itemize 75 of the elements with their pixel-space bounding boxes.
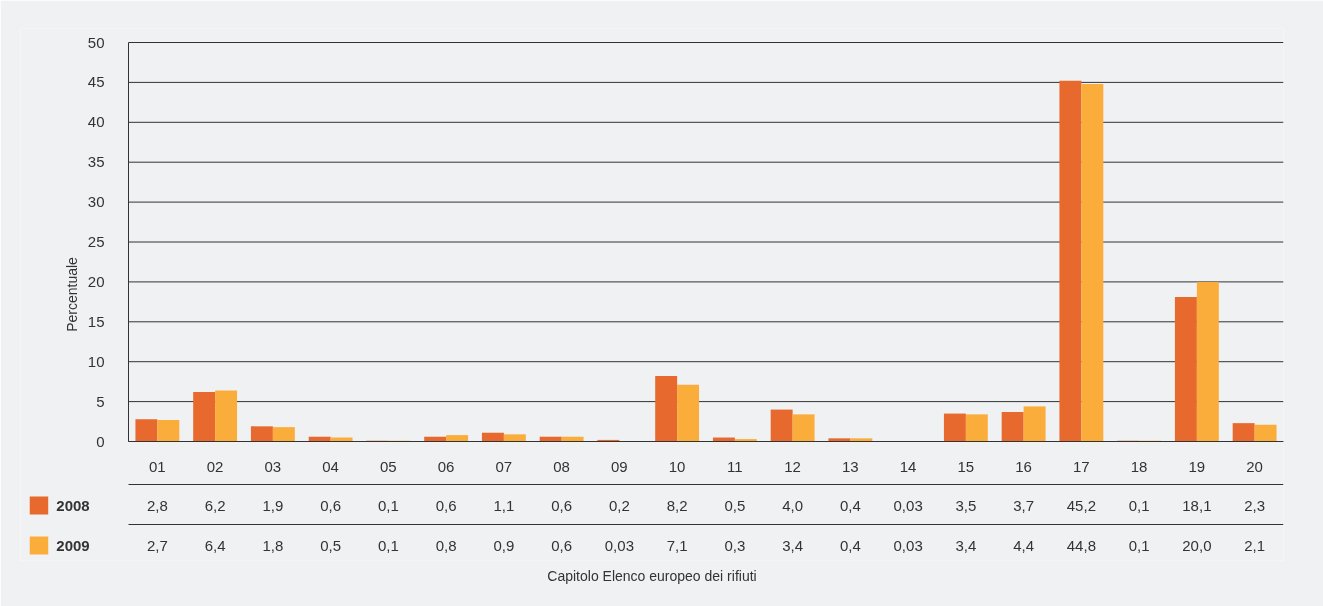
data-label: 0,8 — [435, 536, 457, 554]
data-label: 3,7 — [1013, 496, 1035, 514]
data-label: 2,1 — [1244, 536, 1266, 554]
data-label: 0,5 — [320, 536, 342, 554]
x-tick-label: 02 — [206, 457, 224, 475]
y-tick-label: 35 — [87, 153, 105, 171]
y-tick-label: 15 — [87, 312, 105, 330]
y-tick-label: 30 — [87, 193, 105, 211]
data-label: 0,03 — [893, 496, 923, 514]
y-tick-label: 50 — [87, 33, 105, 51]
data-label: 4,0 — [782, 496, 804, 514]
data-label: 20,0 — [1182, 536, 1212, 554]
x-tick-label: 11 — [727, 457, 743, 475]
y-axis-title: Percentuale — [63, 256, 80, 332]
legend-label: 2008 — [56, 496, 90, 514]
x-tick-label: 15 — [957, 457, 975, 475]
data-label: 0,03 — [604, 536, 634, 554]
data-label: 0,6 — [320, 496, 342, 514]
data-label: 3,4 — [782, 536, 804, 554]
y-tick-label: 25 — [87, 233, 105, 250]
data-label: 3,5 — [955, 496, 977, 514]
x-tick-label: 01 — [149, 457, 166, 475]
data-label: 0,1 — [377, 536, 399, 554]
data-label: 0,6 — [551, 536, 573, 554]
data-label: 44,8 — [1066, 536, 1096, 554]
data-label: 2,3 — [1244, 496, 1266, 514]
x-tick-label: 07 — [495, 457, 513, 475]
x-tick-label: 16 — [1015, 457, 1032, 475]
data-label: 8,2 — [666, 496, 688, 514]
data-label: 7,1 — [666, 536, 688, 554]
x-tick-label: 04 — [322, 457, 339, 475]
data-label: 0,3 — [724, 536, 746, 554]
y-tick-label: 10 — [87, 352, 105, 370]
data-label: 2,8 — [146, 496, 168, 514]
x-tick-label: 17 — [1073, 457, 1090, 475]
data-label: 0,4 — [839, 536, 861, 554]
x-tick-label: 08 — [553, 457, 570, 475]
y-tick-label: 20 — [87, 272, 105, 290]
data-label: 0,6 — [435, 496, 457, 514]
legend-label: 2009 — [56, 536, 90, 554]
data-label: 1,8 — [262, 536, 284, 554]
x-tick-label: 03 — [264, 457, 282, 475]
data-label: 0,6 — [551, 496, 573, 514]
data-label: 0,5 — [724, 496, 746, 514]
x-tick-label: 14 — [899, 457, 917, 475]
data-label: 45,2 — [1066, 496, 1096, 514]
y-tick-label: 40 — [87, 113, 105, 131]
data-label: 0,03 — [893, 536, 923, 554]
x-tick-label: 20 — [1246, 457, 1263, 475]
data-label: 4,4 — [1013, 536, 1035, 554]
data-label: 0,9 — [493, 536, 515, 554]
data-label: 0,1 — [1128, 496, 1150, 514]
x-tick-label: 09 — [611, 457, 628, 475]
text: Capitolo Elenco europeo dei rifiuti — [547, 567, 757, 584]
x-tick-label: 19 — [1188, 457, 1206, 475]
data-label: 2,7 — [146, 536, 168, 554]
x-tick-label: 10 — [668, 457, 686, 475]
data-label: 0,4 — [839, 496, 861, 514]
data-label: 3,4 — [955, 536, 977, 554]
y-tick-label: 0 — [96, 432, 105, 450]
data-label: 0,1 — [1128, 536, 1150, 554]
x-tick-label: 05 — [380, 457, 397, 475]
x-tick-label: 18 — [1130, 457, 1148, 475]
data-label: 1,1 — [493, 496, 515, 514]
data-label: 0,2 — [608, 496, 630, 514]
data-label: 6,4 — [204, 536, 226, 554]
data-label: 1,9 — [262, 496, 284, 514]
data-label: 18,1 — [1182, 496, 1212, 514]
y-tick-label: 5 — [96, 392, 105, 410]
data-label: 0,1 — [377, 496, 399, 514]
y-tick-label: 45 — [87, 73, 105, 91]
x-tick-label: 06 — [437, 457, 455, 475]
data-label: 6,2 — [204, 496, 226, 514]
x-tick-label: 13 — [842, 457, 859, 475]
x-tick-label: 12 — [784, 457, 801, 475]
